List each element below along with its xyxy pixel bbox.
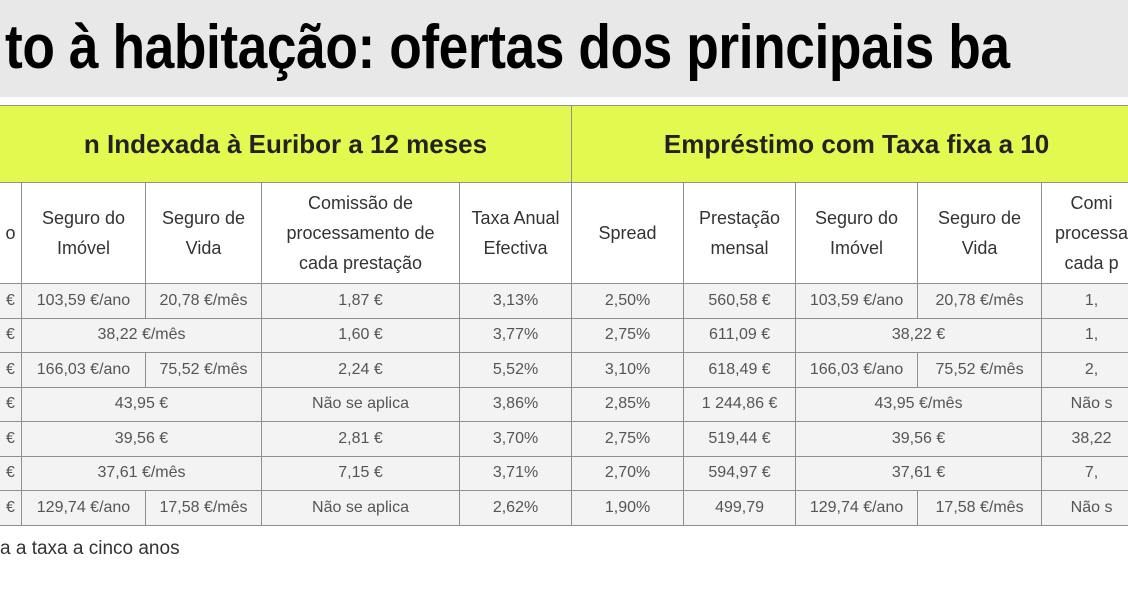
column-header: Spread bbox=[571, 182, 685, 284]
column-header: Seguro do Imóvel bbox=[795, 182, 919, 284]
cell: 1, bbox=[1041, 317, 1128, 353]
cell: 3,70% bbox=[458, 421, 573, 457]
data-row: €38,22 €/mês 1,60 €3,77% 2,75% 611,09 €38,2… bbox=[0, 317, 1128, 353]
cell: 20,78 €/mês bbox=[145, 283, 262, 319]
cell: 75,52 €/mês bbox=[145, 352, 262, 388]
cell: € bbox=[0, 283, 22, 319]
cell: 129,74 €/ano bbox=[21, 490, 146, 526]
data-row: €37,61 €/mês 7,15 €3,71% 2,70% 594,97 €37,6… bbox=[0, 455, 1128, 491]
cell: 1,87 € bbox=[261, 283, 460, 319]
cell: Não s bbox=[1041, 490, 1128, 526]
cell: 2,75% bbox=[571, 317, 685, 353]
column-header: Comissão de processamento de cada presta… bbox=[261, 182, 460, 284]
table-wrap: n Indexada à Euribor a 12 meses Empréstim… bbox=[0, 105, 1128, 530]
cell: 2,75% bbox=[571, 421, 685, 457]
cell: € bbox=[0, 317, 22, 353]
column-header: Seguro de Vida bbox=[917, 182, 1043, 284]
cell: 1,90% bbox=[571, 490, 685, 526]
cell: 103,59 €/ano bbox=[21, 283, 146, 319]
cell: 129,74 €/ano bbox=[795, 490, 919, 526]
cell: 2,70% bbox=[571, 455, 685, 491]
cell: 611,09 € bbox=[683, 317, 797, 353]
cell: 17,58 €/mês bbox=[917, 490, 1043, 526]
cell: 2, bbox=[1041, 352, 1128, 388]
title: to à habitação: ofertas dos principais b… bbox=[5, 13, 1010, 82]
column-header: Seguro de Vida bbox=[145, 182, 262, 284]
cell: 2,85% bbox=[571, 386, 685, 422]
cell: 499,79 bbox=[683, 490, 797, 526]
cell: 1 244,86 € bbox=[683, 386, 797, 422]
header-row: o Seguro do Imóvel Seguro de Vida Comissão … bbox=[0, 182, 1128, 284]
title-band: to à habitação: ofertas dos principais b… bbox=[0, 0, 1128, 97]
cell: 166,03 €/ano bbox=[21, 352, 146, 388]
cell: 75,52 €/mês bbox=[917, 352, 1043, 388]
cell: 3,71% bbox=[458, 455, 573, 491]
cell: 37,61 € bbox=[795, 455, 1043, 491]
cell: 7,15 € bbox=[261, 455, 460, 491]
cell: 43,95 €/mês bbox=[795, 386, 1043, 422]
data-row: €166,03 €/ano 75,52 €/mês 2,24 €5,52% 3,10%… bbox=[0, 352, 1128, 388]
cell: 1,60 € bbox=[261, 317, 460, 353]
data-row: €103,59 €/ano 20,78 €/mês 1,87 €3,13% 2,50%… bbox=[0, 283, 1128, 319]
footnote: a a taxa a cinco anos bbox=[0, 538, 180, 559]
column-header: Prestação mensal bbox=[683, 182, 797, 284]
cell: 519,44 € bbox=[683, 421, 797, 457]
data-row: €43,95 € Não se aplica 3,86% 2,85% 1 244,86 … bbox=[0, 386, 1128, 422]
column-header: Taxa Anual Efectiva bbox=[458, 182, 573, 284]
cell: 103,59 €/ano bbox=[795, 283, 919, 319]
cell: 3,86% bbox=[458, 386, 573, 422]
cell: 3,77% bbox=[458, 317, 573, 353]
cell: € bbox=[0, 421, 22, 457]
cell: 7, bbox=[1041, 455, 1128, 491]
group-row: n Indexada à Euribor a 12 meses Empréstim… bbox=[0, 105, 1128, 183]
cell: 166,03 €/ano bbox=[795, 352, 919, 388]
cell: 3,13% bbox=[458, 283, 573, 319]
cell: 594,97 € bbox=[683, 455, 797, 491]
cell: € bbox=[0, 386, 22, 422]
cell: 560,58 € bbox=[683, 283, 797, 319]
cell: € bbox=[0, 490, 22, 526]
cell: 2,81 € bbox=[261, 421, 460, 457]
group-header: n Indexada à Euribor a 12 meses bbox=[0, 105, 573, 183]
offers-table: n Indexada à Euribor a 12 meses Empréstim… bbox=[0, 105, 1128, 526]
cell: € bbox=[0, 352, 22, 388]
cell: 2,62% bbox=[458, 490, 573, 526]
column-header: o bbox=[0, 182, 22, 284]
cell: 2,24 € bbox=[261, 352, 460, 388]
cell: 38,22 € bbox=[795, 317, 1043, 353]
column-header: Seguro do Imóvel bbox=[21, 182, 146, 284]
cell: € bbox=[0, 455, 22, 491]
cell: 37,61 €/mês bbox=[21, 455, 262, 491]
cell: 39,56 € bbox=[795, 421, 1043, 457]
cell: 17,58 €/mês bbox=[145, 490, 262, 526]
cell: 3,10% bbox=[571, 352, 685, 388]
data-row: €129,74 €/ano 17,58 €/mês Não se aplica 2,6… bbox=[0, 490, 1128, 526]
cell: Não se aplica bbox=[261, 386, 460, 422]
cell: 2,50% bbox=[571, 283, 685, 319]
cell: Não se aplica bbox=[261, 490, 460, 526]
cell: 43,95 € bbox=[21, 386, 262, 422]
cell: 38,22 bbox=[1041, 421, 1128, 457]
column-header: Comi processa cada p bbox=[1041, 182, 1128, 284]
cell: 5,52% bbox=[458, 352, 573, 388]
cell: 39,56 € bbox=[21, 421, 262, 457]
group-header: Empréstimo com Taxa fixa a 10 bbox=[571, 105, 1128, 183]
cell: 38,22 €/mês bbox=[21, 317, 262, 353]
cell: 1, bbox=[1041, 283, 1128, 319]
cell: 20,78 €/mês bbox=[917, 283, 1043, 319]
cell: Não s bbox=[1041, 386, 1128, 422]
cell: 618,49 € bbox=[683, 352, 797, 388]
data-row: €39,56 €2,81 €3,70% 2,75% 519,44 €39,56 €3… bbox=[0, 421, 1128, 457]
